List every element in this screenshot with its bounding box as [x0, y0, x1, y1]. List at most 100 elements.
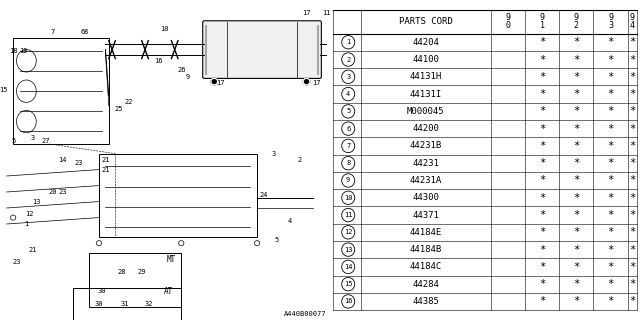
Text: 16: 16 [154, 58, 163, 64]
Text: *: * [573, 262, 579, 272]
Text: *: * [539, 72, 545, 82]
Text: *: * [607, 89, 614, 99]
Text: *: * [629, 262, 636, 272]
Text: 44204: 44204 [412, 38, 439, 47]
Text: *: * [629, 244, 636, 255]
Text: *: * [629, 210, 636, 220]
Text: 44231: 44231 [412, 159, 439, 168]
Bar [72, 288, 181, 320]
Text: 44300: 44300 [412, 193, 439, 202]
Text: 13: 13 [32, 199, 40, 204]
Text: *: * [539, 175, 545, 186]
Text: *: * [539, 244, 545, 255]
Text: 21: 21 [29, 247, 37, 252]
Text: 1: 1 [346, 39, 350, 45]
Text: *: * [629, 72, 636, 82]
Text: *: * [573, 54, 579, 65]
Text: *: * [573, 89, 579, 99]
Text: *: * [607, 124, 614, 134]
Text: 9: 9 [346, 178, 350, 183]
Text: *: * [629, 175, 636, 186]
Text: 24: 24 [259, 192, 268, 198]
Text: 21: 21 [101, 157, 109, 163]
Text: 9
1: 9 1 [540, 13, 545, 30]
Text: *: * [539, 141, 545, 151]
Text: *: * [573, 210, 579, 220]
Text: 5: 5 [346, 108, 350, 114]
Text: *: * [573, 227, 579, 237]
Text: *: * [539, 279, 545, 289]
Text: *: * [573, 175, 579, 186]
Text: 29: 29 [138, 269, 146, 275]
Text: 44131H: 44131H [410, 72, 442, 81]
Text: 14: 14 [58, 157, 67, 163]
Text: *: * [629, 296, 636, 307]
Text: 11: 11 [322, 10, 330, 16]
Text: *: * [607, 37, 614, 47]
Text: 44184C: 44184C [410, 262, 442, 271]
Text: 12: 12 [344, 229, 353, 235]
Text: *: * [629, 89, 636, 99]
Text: *: * [539, 210, 545, 220]
Text: 4: 4 [346, 91, 350, 97]
Text: 44231B: 44231B [410, 141, 442, 150]
Text: *: * [607, 175, 614, 186]
Text: *: * [629, 193, 636, 203]
Text: *: * [607, 244, 614, 255]
Text: 44371: 44371 [412, 211, 439, 220]
Text: 10: 10 [344, 195, 353, 201]
Circle shape [211, 78, 218, 85]
Text: *: * [539, 54, 545, 65]
Text: *: * [629, 227, 636, 237]
Text: 8: 8 [84, 29, 88, 35]
Text: *: * [573, 141, 579, 151]
Text: *: * [539, 89, 545, 99]
Text: 20: 20 [49, 189, 57, 195]
Text: 30: 30 [98, 288, 106, 294]
Text: A440B00077: A440B00077 [284, 311, 326, 317]
Text: 7: 7 [51, 29, 55, 35]
Text: 31: 31 [121, 301, 129, 307]
Text: 14: 14 [344, 264, 353, 270]
Text: 22: 22 [124, 100, 132, 105]
Text: 10: 10 [161, 26, 169, 32]
Text: 6: 6 [80, 29, 84, 35]
Text: MT: MT [167, 255, 176, 264]
Text: 44231A: 44231A [410, 176, 442, 185]
Text: 17: 17 [216, 80, 225, 86]
Text: *: * [607, 106, 614, 116]
Text: 26: 26 [177, 68, 186, 73]
Text: 7: 7 [346, 143, 350, 149]
Text: *: * [573, 124, 579, 134]
Text: *: * [539, 193, 545, 203]
Text: 5: 5 [11, 138, 15, 144]
Text: PARTS CORD: PARTS CORD [399, 17, 452, 26]
Text: 4: 4 [288, 218, 292, 224]
Text: 23: 23 [12, 260, 20, 265]
Text: *: * [629, 37, 636, 47]
Text: 12: 12 [26, 212, 34, 217]
Text: 17: 17 [312, 80, 321, 86]
Text: 13: 13 [344, 247, 353, 252]
Text: 30: 30 [95, 301, 103, 307]
Text: 15: 15 [0, 87, 8, 92]
Text: *: * [629, 279, 636, 289]
Text: *: * [573, 279, 579, 289]
Text: *: * [607, 262, 614, 272]
Circle shape [303, 78, 310, 85]
Text: *: * [607, 193, 614, 203]
Text: *: * [607, 227, 614, 237]
Text: *: * [539, 124, 545, 134]
Text: *: * [573, 158, 579, 168]
Text: 1: 1 [24, 221, 29, 227]
Text: *: * [573, 193, 579, 203]
Text: *: * [539, 158, 545, 168]
FancyBboxPatch shape [203, 21, 321, 78]
Text: 44200: 44200 [412, 124, 439, 133]
Text: 17: 17 [302, 10, 311, 16]
Text: 23: 23 [75, 160, 83, 166]
Text: *: * [607, 141, 614, 151]
Text: 9
2: 9 2 [574, 13, 579, 30]
Text: *: * [539, 37, 545, 47]
Text: 15: 15 [344, 281, 353, 287]
